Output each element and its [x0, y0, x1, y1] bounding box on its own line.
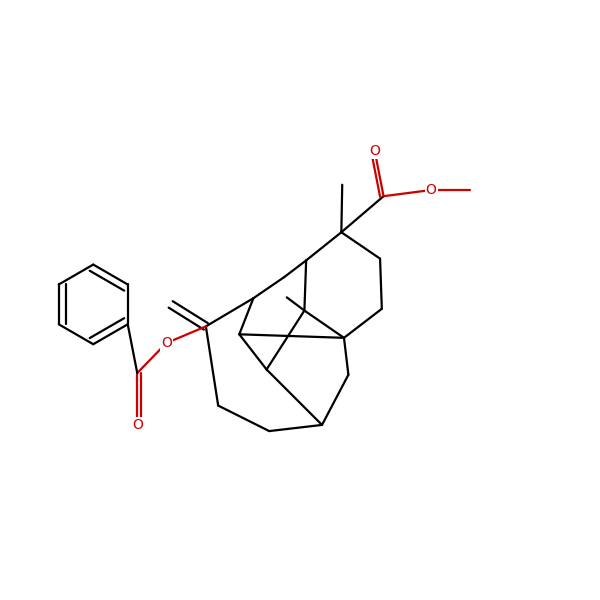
Text: O: O — [132, 418, 143, 432]
Text: O: O — [425, 183, 437, 197]
Text: O: O — [370, 145, 380, 158]
Text: O: O — [161, 336, 172, 350]
